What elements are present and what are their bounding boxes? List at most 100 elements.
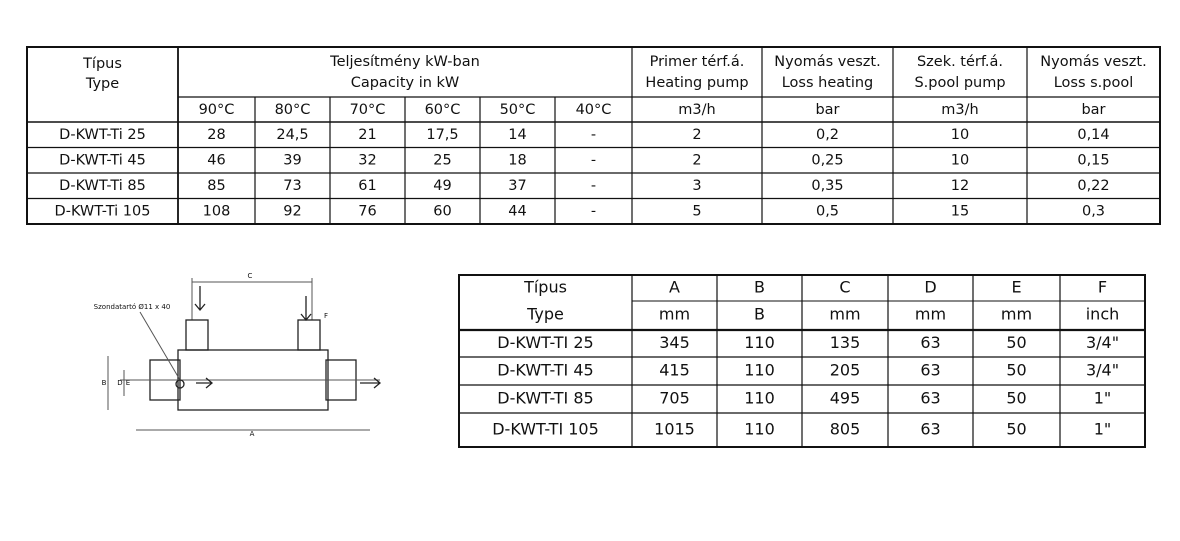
header-text: A: [669, 278, 680, 297]
cell-text: 135: [830, 333, 861, 352]
cell-text: 18: [508, 152, 526, 168]
nozzle: [185, 319, 209, 351]
cell-text: 10: [951, 127, 969, 143]
cell-text: 63: [920, 420, 940, 439]
cell-text: 1015: [654, 420, 695, 439]
unit-text: m3/h: [678, 102, 715, 118]
cell-text: 49: [433, 178, 451, 194]
header-text: Loss s.pool: [1054, 75, 1134, 91]
cell-text: 2: [692, 152, 701, 168]
header-text: D: [924, 278, 936, 297]
cell-text: 21: [358, 127, 376, 143]
cell-text: 50: [1006, 333, 1026, 352]
unit-text: bar: [815, 102, 839, 118]
cell-text: 110: [744, 389, 775, 408]
flow-arrow: [194, 286, 312, 322]
cell-text: 3: [692, 178, 701, 194]
unit-text: 70°C: [350, 102, 386, 118]
cell-text: 76: [358, 203, 376, 219]
cell-text: D-KWT-Ti 25: [59, 127, 146, 143]
cell-text: 0,2: [816, 127, 839, 143]
cell-text: 14: [508, 127, 526, 143]
cell-text: 0,15: [1077, 152, 1109, 168]
dim-label: E: [126, 379, 130, 387]
unit-text: bar: [1081, 102, 1105, 118]
dim-label: A: [250, 430, 255, 438]
cell-text: 110: [744, 361, 775, 380]
cell-text: 0,22: [1077, 178, 1109, 194]
cell-text: 63: [920, 389, 940, 408]
header-text: mm: [659, 305, 690, 324]
cell-text: 50: [1006, 420, 1026, 439]
cell-text: D-KWT-TI 105: [492, 420, 599, 439]
cell-text: 12: [951, 178, 969, 194]
cell-text: -: [591, 152, 596, 168]
cell-text: 110: [744, 333, 775, 352]
cell-text: 61: [358, 178, 376, 194]
header-text: Type: [526, 305, 564, 324]
header-text: Nyomás veszt.: [1040, 54, 1146, 70]
heat-exchanger-drawing: [107, 278, 382, 431]
unit-text: 90°C: [199, 102, 235, 118]
cell-text: 50: [1006, 389, 1026, 408]
flow-arrow: [196, 377, 382, 389]
header-text: Nyomás veszt.: [774, 54, 880, 70]
unit-text: m3/h: [941, 102, 978, 118]
header-text: S.pool pump: [914, 75, 1005, 91]
cell-text: 5: [692, 203, 701, 219]
header-text: C: [839, 278, 850, 297]
header-text: mm: [1001, 305, 1032, 324]
cell-text: 37: [508, 178, 526, 194]
cell-text: 63: [920, 361, 940, 380]
nozzle: [297, 319, 321, 351]
cell-text: -: [591, 203, 596, 219]
cell-text: D-KWT-Ti 45: [59, 152, 146, 168]
cell-text: 63: [920, 333, 940, 352]
dim-label: B: [102, 379, 107, 387]
cell-text: 73: [283, 178, 301, 194]
cell-text: 85: [207, 178, 225, 194]
callout: Szondatartó Ø11 x 40: [94, 303, 171, 311]
unit-text: 80°C: [275, 102, 311, 118]
cell-text: 345: [659, 333, 690, 352]
header-text: F: [1098, 278, 1107, 297]
header-text: Típus: [523, 278, 567, 297]
cell-text: 44: [508, 203, 526, 219]
header-text: E: [1011, 278, 1021, 297]
cell-text: 495: [830, 389, 861, 408]
cell-text: 110: [744, 420, 775, 439]
header-text: Szek. térf.á.: [917, 54, 1003, 70]
cell-text: 705: [659, 389, 690, 408]
cell-text: 50: [1006, 361, 1026, 380]
cell-text: 0,3: [1082, 203, 1105, 219]
cell-text: 3/4": [1086, 361, 1119, 380]
cell-text: 805: [830, 420, 861, 439]
header-text: Típus: [82, 56, 122, 72]
header-text: Teljesítmény kW-ban: [329, 54, 480, 70]
cell-text: 17,5: [426, 127, 458, 143]
cell-text: 32: [358, 152, 376, 168]
unit-text: 40°C: [576, 102, 612, 118]
header-text: mm: [915, 305, 946, 324]
cell-text: D-KWT-TI 25: [497, 333, 593, 352]
cell-text: 28: [207, 127, 225, 143]
header-text: Heating pump: [645, 75, 748, 91]
cell-text: 0,14: [1077, 127, 1109, 143]
cell-text: 92: [283, 203, 301, 219]
unit-text: 50°C: [500, 102, 536, 118]
cell-text: 0,25: [811, 152, 843, 168]
header-text: Capacity in kW: [351, 75, 460, 91]
cell-text: 0,5: [816, 203, 839, 219]
cell-text: D-KWT-Ti 85: [59, 178, 146, 194]
cell-text: 15: [951, 203, 969, 219]
cell-text: 24,5: [276, 127, 308, 143]
header-text: inch: [1086, 305, 1120, 324]
cell-text: D-KWT-Ti 105: [55, 203, 151, 219]
cell-text: 0,35: [811, 178, 843, 194]
leader-line: [139, 311, 181, 381]
dim-label: F: [324, 312, 328, 320]
header-text: Loss heating: [782, 75, 874, 91]
cell-text: 2: [692, 127, 701, 143]
cell-text: D-KWT-TI 85: [497, 389, 593, 408]
cell-text: 108: [203, 203, 231, 219]
